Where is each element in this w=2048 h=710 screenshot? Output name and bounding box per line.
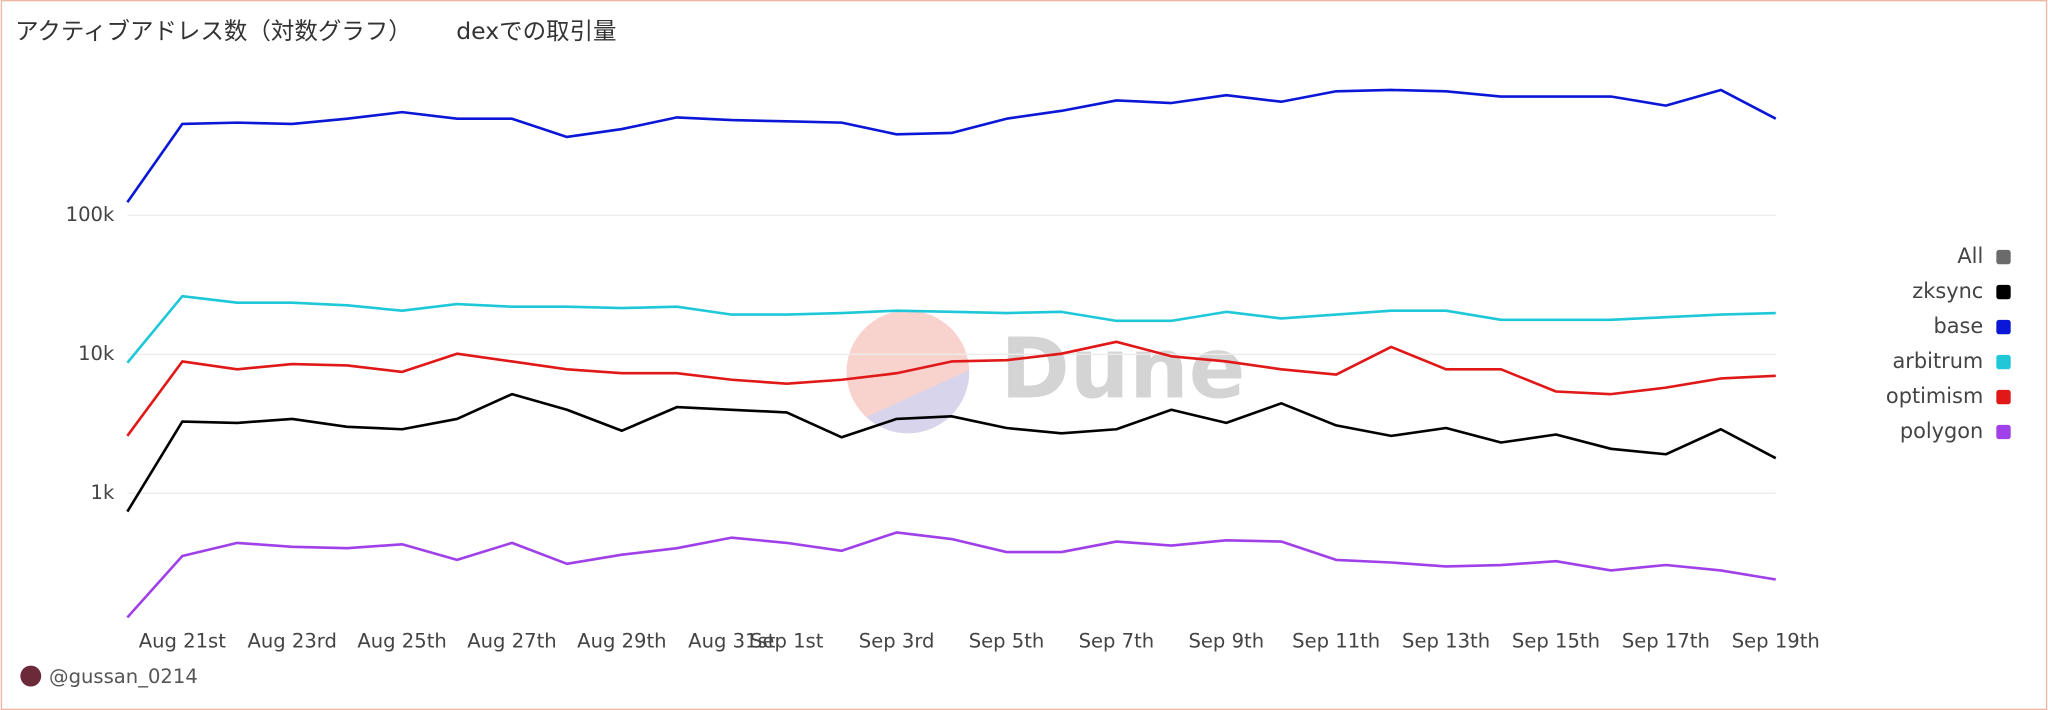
chart-title: アクティブアドレス数（対数グラフ） [15,17,412,45]
x-tick-label: Aug 25th [357,630,446,653]
y-tick-label: 10k [78,342,115,365]
legend-label: base [1934,314,1984,338]
x-tick-label: Sep 9th [1188,630,1264,653]
x-tick-label: Aug 29th [577,630,666,653]
x-tick-label: Sep 19th [1732,630,1820,653]
series-line [126,294,1776,364]
x-tick-label: Aug 21st [139,630,227,653]
legend-swatch [1996,424,2011,440]
y-tick-label: 1k [91,481,115,504]
legend-label: zksync [1912,279,1983,303]
series-line [126,392,1777,513]
x-tick-label: Sep 1st [750,630,824,653]
legend-label: polygon [1900,419,1983,443]
x-tick-label: Sep 13th [1402,630,1490,653]
legend-swatch [1996,354,2011,370]
x-tick-label: Sep 15th [1512,630,1600,653]
watermark-text: Dune [1001,320,1246,418]
author-avatar [20,665,42,687]
series-line [126,88,1777,204]
x-tick-label: Aug 27th [467,630,556,653]
x-tick-label: Sep 5th [969,630,1045,653]
legend-swatch [1996,319,2011,335]
series-line [126,531,1776,619]
x-tick-label: Sep 11th [1292,630,1380,653]
legend-swatch [1996,284,2011,300]
x-tick-label: Sep 17th [1622,630,1710,653]
x-tick-label: Aug 23rd [247,630,336,653]
legend-swatch [1996,389,2011,405]
y-tick-label: 100k [66,203,115,226]
chart-subtitle: dexでの取引量 [456,17,616,45]
legend-label: All [1957,244,1983,268]
legend-label: optimism [1886,384,1983,408]
legend-swatch [1996,249,2011,265]
series-line [126,340,1776,437]
x-tick-label: Sep 3rd [859,630,935,653]
legend-label: arbitrum [1893,349,1984,373]
author: @gussan_0214 [49,665,198,688]
x-tick-label: Sep 7th [1079,630,1155,653]
x-tick-label: Aug 31st [688,630,776,653]
